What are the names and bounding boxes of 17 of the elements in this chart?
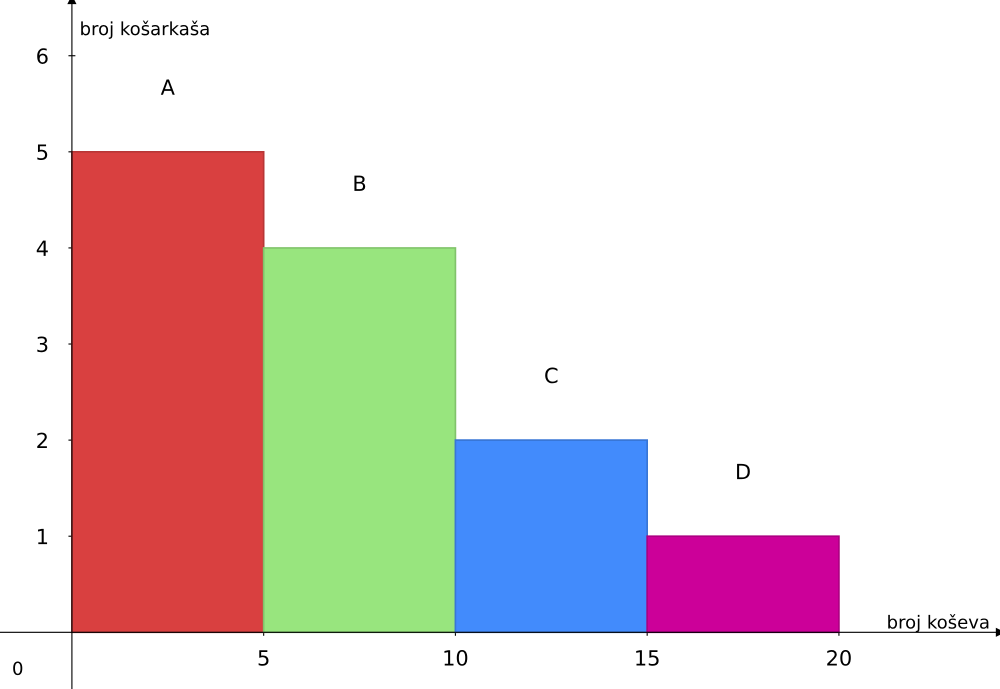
annotation: 0 xyxy=(13,662,22,676)
y-tick-label: 5 xyxy=(37,144,48,160)
annotation: C xyxy=(545,368,558,384)
y-tick-label: 1 xyxy=(38,528,48,544)
annotation: D xyxy=(737,464,750,480)
y-axis-title: broj košarkaša xyxy=(81,20,209,39)
y-tick-label: 2 xyxy=(37,432,47,448)
y-tick-label: 3 xyxy=(37,336,48,352)
x-axis-title: broj koševa xyxy=(888,614,988,632)
annotation: A xyxy=(160,80,175,95)
x-tick-label: 20 xyxy=(827,650,851,666)
x-tick-label: 5 xyxy=(258,650,268,666)
x-tick-label: 15 xyxy=(636,650,659,666)
annotation: B xyxy=(354,176,366,191)
y-tick-label: 6 xyxy=(37,48,48,64)
x-tick-label: 10 xyxy=(444,650,468,666)
y-tick-label: 4 xyxy=(36,240,48,256)
